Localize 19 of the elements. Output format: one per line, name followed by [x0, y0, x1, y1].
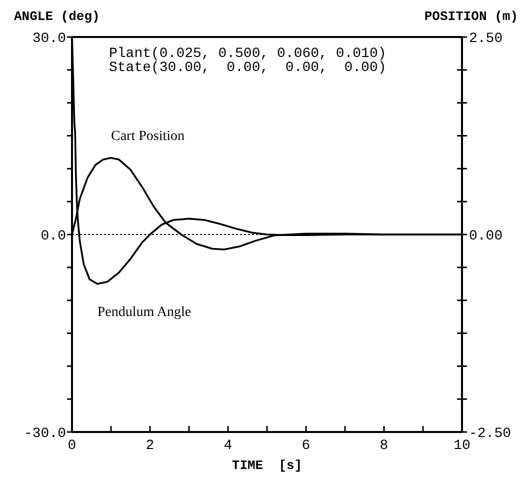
y-tick-label: 30.0: [32, 31, 66, 47]
annotation: Cart Position: [111, 129, 185, 144]
x-tick-label: 0: [68, 438, 76, 454]
y2-tick-label: -2.50: [469, 426, 512, 442]
y-tick-label: -30.0: [24, 426, 66, 442]
annotation: Plant(0.025, 0.500, 0.060, 0.010): [109, 46, 386, 62]
x-tick-label: 10: [454, 438, 470, 454]
y2-tick-label: 2.50: [469, 31, 503, 47]
y-tick-label: 0.0: [40, 228, 66, 244]
x-tick-label: 4: [224, 438, 232, 454]
annotation: Pendulum Angle: [97, 304, 192, 320]
x-axis-title: TIME [s]: [232, 458, 302, 473]
x-tick-label: 6: [302, 438, 310, 454]
y-axis-title: ANGLE (deg): [14, 9, 100, 24]
y2-axis-title: POSITION (m): [424, 9, 518, 24]
x-tick-label: 8: [380, 438, 388, 454]
annotation: State(30.00, 0.00, 0.00, 0.00): [109, 60, 386, 76]
x-tick-label: 2: [146, 438, 154, 454]
y2-tick-label: 0.00: [469, 228, 503, 244]
